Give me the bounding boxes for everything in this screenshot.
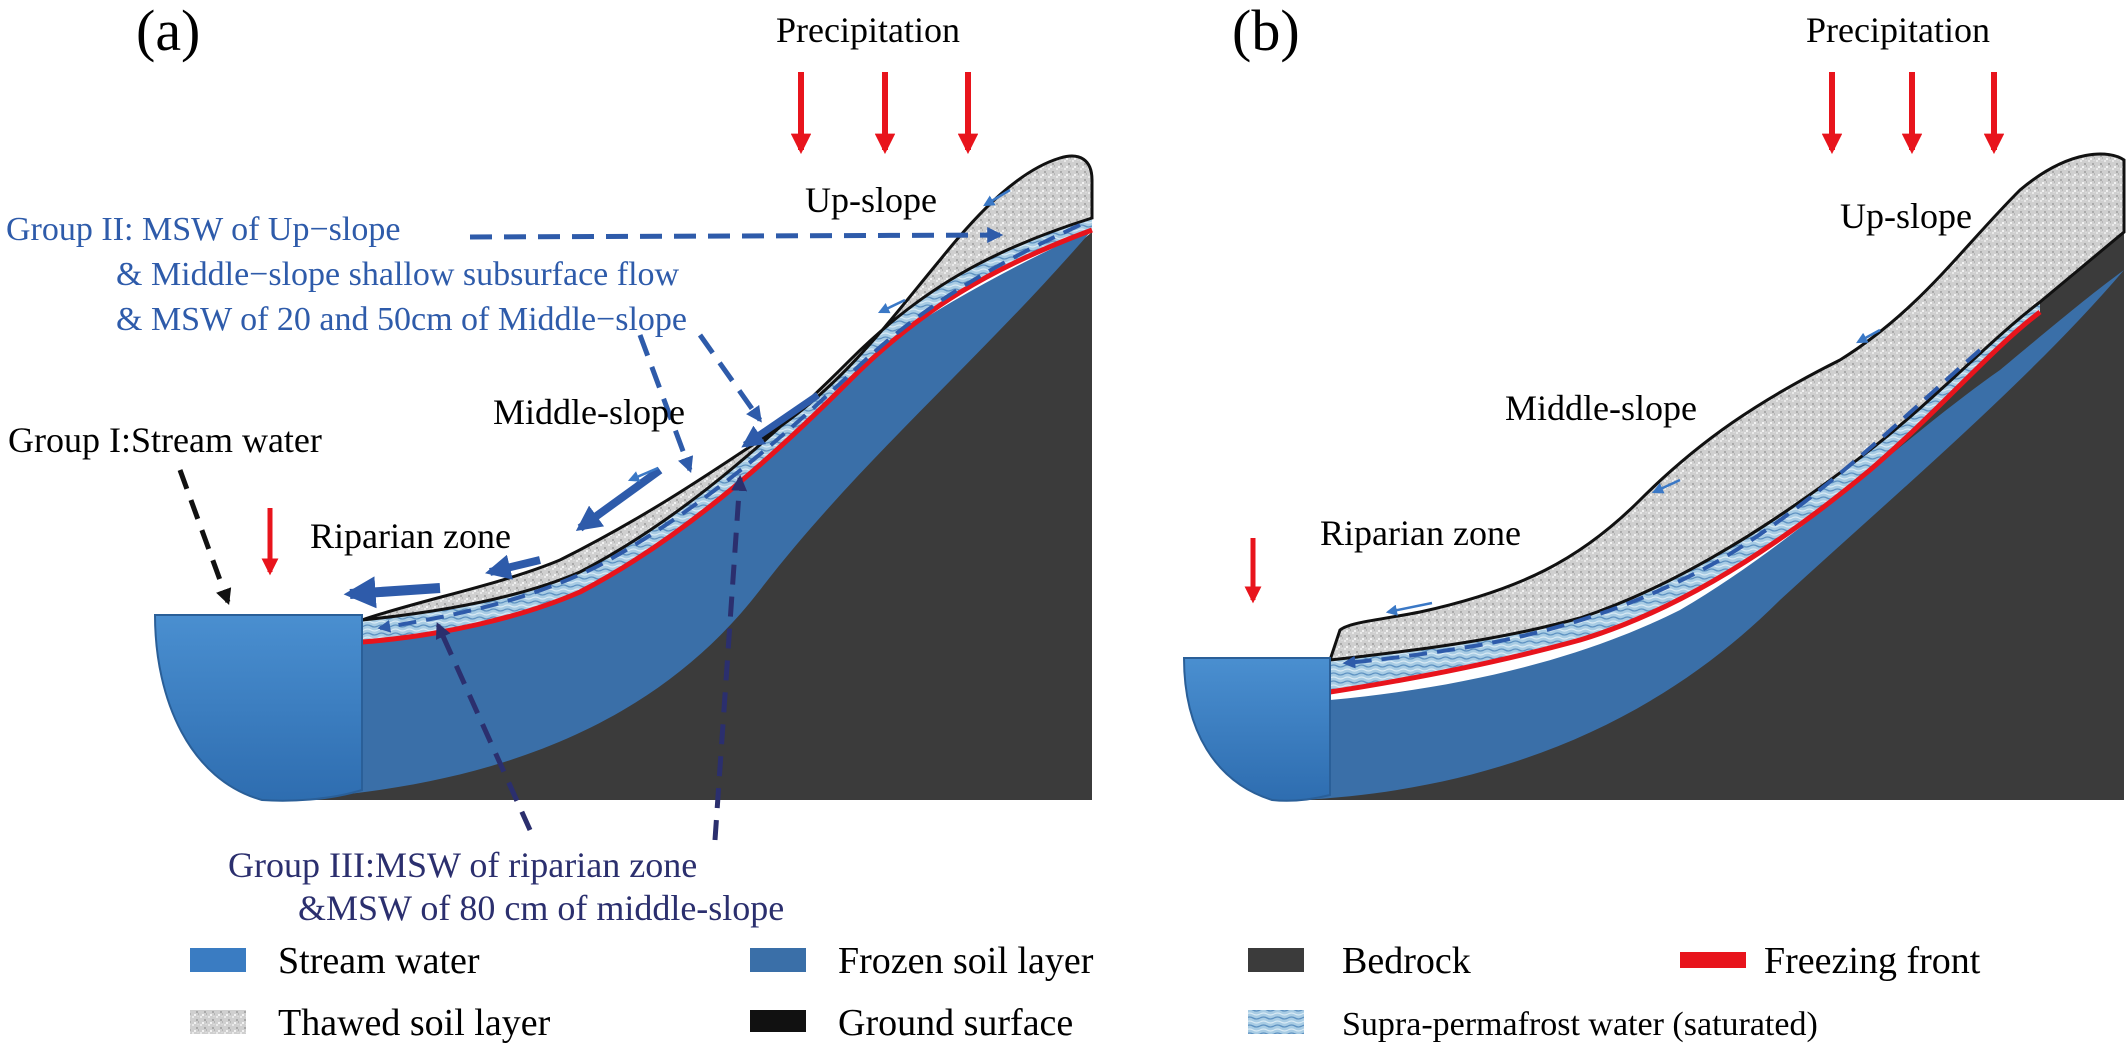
legend-label-frozen-soil: Frozen soil layer	[838, 940, 1094, 982]
legend-swatch-supra-water	[1248, 1010, 1304, 1034]
legend-label-thawed-soil: Thawed soil layer	[278, 1002, 551, 1044]
up-slope-label-b: Up-slope	[1840, 196, 1972, 236]
surface-flow-arrow-2	[485, 554, 541, 580]
thin-flow-arrow-b-1	[1856, 328, 1881, 344]
subsurface-flow-arrow-b	[1342, 348, 1982, 669]
middle-slope-label-a: Middle-slope	[493, 392, 685, 432]
legend-swatch-stream-water	[190, 948, 246, 972]
panel-a: (a) Preci	[6, 0, 1094, 928]
thin-flow-arrow-1	[877, 298, 906, 314]
group3-label-line2: &MSW of 80 cm of middle-slope	[298, 888, 784, 928]
legend-bedrock: Bedrock	[1248, 940, 1471, 982]
legend-swatch-freezing-front	[1680, 952, 1746, 968]
legend-ground-surface: Ground surface	[750, 1002, 1073, 1044]
frozen-soil-a	[270, 230, 1092, 800]
stream-water-b	[1182, 657, 1331, 802]
group2-label-line1: Group II: MSW of Up−slope	[6, 211, 400, 248]
legend-swatch-frozen-soil	[750, 948, 806, 972]
stream-water-a	[153, 614, 363, 802]
legend: Stream water Frozen soil layer Bedrock F…	[190, 940, 1981, 1044]
riparian-zone-label-b: Riparian zone	[1320, 513, 1521, 553]
legend-swatch-bedrock	[1248, 948, 1304, 972]
legend-thawed-soil: Thawed soil layer	[190, 1002, 551, 1044]
panel-a-label: (a)	[136, 0, 200, 63]
legend-label-supra-water: Supra-permafrost water (saturated)	[1342, 1006, 1818, 1043]
legend-label-freezing-front: Freezing front	[1764, 940, 1981, 982]
legend-swatch-thawed-soil	[190, 1010, 246, 1034]
panel-b: (b) Precipitation Up-slope Middle-slope …	[1182, 0, 2126, 802]
legend-label-stream-water: Stream water	[278, 940, 480, 982]
thin-flow-arrow-b-3	[1385, 601, 1433, 616]
thawed-soil-b	[1327, 152, 2126, 662]
precipitation-label-b: Precipitation	[1806, 10, 1990, 50]
frozen-soil-b	[1300, 270, 2124, 800]
thin-flow-arrow-2	[627, 466, 659, 482]
legend-label-ground-surface: Ground surface	[838, 1002, 1073, 1044]
group2-arrow-to-upslope	[469, 227, 1004, 244]
group1-arrow	[177, 469, 232, 606]
surface-flow-arrow-1	[343, 576, 441, 609]
group2-arrow-to-middle-1	[637, 334, 694, 474]
legend-freezing-front: Freezing front	[1680, 940, 1981, 982]
group3-label-line1: Group III:MSW of riparian zone	[228, 845, 697, 885]
legend-swatch-ground-surface	[750, 1010, 806, 1032]
legend-stream-water: Stream water	[190, 940, 480, 982]
bedrock-b	[1305, 232, 2124, 800]
up-slope-label-a: Up-slope	[805, 180, 937, 220]
group2-label-line3: & MSW of 20 and 50cm of Middle−slope	[116, 301, 687, 338]
precipitation-label-a: Precipitation	[776, 10, 960, 50]
legend-supra-water: Supra-permafrost water (saturated)	[1248, 1006, 1818, 1043]
surface-flow-arrow-3	[575, 466, 663, 532]
group2-arrow-to-middle-2	[697, 333, 763, 423]
riparian-zone-label-a: Riparian zone	[310, 516, 511, 556]
thin-flow-arrow-3	[983, 188, 1011, 207]
thawed-soil-a	[361, 154, 1094, 622]
group3-arrow-to-middle	[712, 474, 748, 841]
legend-frozen-soil: Frozen soil layer	[750, 940, 1094, 982]
freezing-front-b	[1329, 310, 2042, 695]
surface-flow-arrow-4	[741, 392, 820, 448]
group3-arrow-to-riparian	[435, 622, 533, 832]
bedrock-a	[262, 232, 1092, 800]
legend-label-bedrock: Bedrock	[1342, 940, 1471, 982]
panel-b-label: (b)	[1232, 0, 1300, 63]
group1-label: Group I:Stream water	[8, 420, 322, 460]
group2-label-line2: & Middle−slope shallow subsurface flow	[116, 256, 680, 293]
thin-flow-arrow-b-2	[1651, 478, 1681, 494]
middle-slope-label-b: Middle-slope	[1505, 388, 1697, 428]
